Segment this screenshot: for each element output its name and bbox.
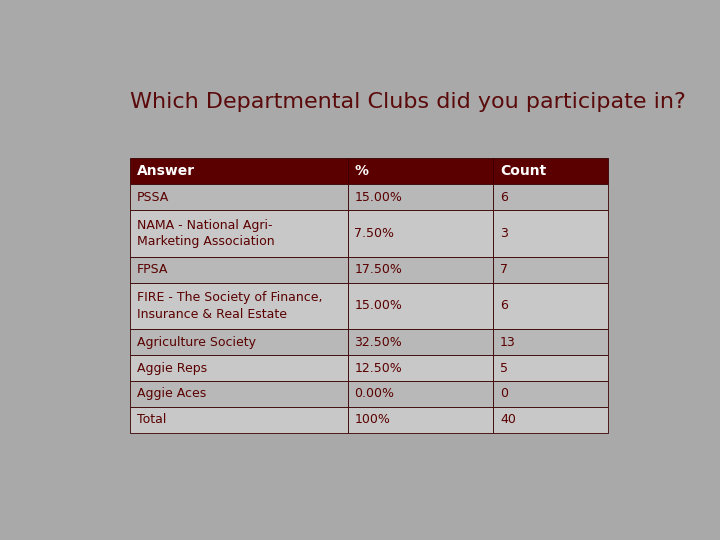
FancyBboxPatch shape [348,329,493,355]
FancyBboxPatch shape [130,210,348,256]
Text: Aggie Reps: Aggie Reps [137,362,207,375]
Text: Count: Count [500,164,546,178]
FancyBboxPatch shape [348,355,493,381]
Text: Which Departmental Clubs did you participate in?: Which Departmental Clubs did you partici… [130,92,686,112]
FancyBboxPatch shape [348,210,493,256]
FancyBboxPatch shape [348,256,493,282]
FancyBboxPatch shape [130,329,348,355]
FancyBboxPatch shape [493,355,608,381]
FancyBboxPatch shape [130,407,348,433]
Text: 6: 6 [500,191,508,204]
FancyBboxPatch shape [348,184,493,210]
Text: 40: 40 [500,413,516,427]
Text: 15.00%: 15.00% [354,191,402,204]
FancyBboxPatch shape [348,158,493,184]
FancyBboxPatch shape [130,158,348,184]
FancyBboxPatch shape [348,407,493,433]
Text: Agriculture Society: Agriculture Society [137,336,256,349]
Text: 7.50%: 7.50% [354,227,395,240]
Text: 13: 13 [500,336,516,349]
Text: FIRE - The Society of Finance,
Insurance & Real Estate: FIRE - The Society of Finance, Insurance… [137,291,323,321]
FancyBboxPatch shape [130,381,348,407]
Text: 17.50%: 17.50% [354,263,402,276]
Text: Answer: Answer [137,164,195,178]
Text: 12.50%: 12.50% [354,362,402,375]
FancyBboxPatch shape [493,210,608,256]
Text: 5: 5 [500,362,508,375]
FancyBboxPatch shape [130,282,348,329]
Text: 100%: 100% [354,413,390,427]
FancyBboxPatch shape [348,381,493,407]
Text: 32.50%: 32.50% [354,336,402,349]
Text: NAMA - National Agri-
Marketing Association: NAMA - National Agri- Marketing Associat… [137,219,274,248]
Text: Total: Total [137,413,166,427]
FancyBboxPatch shape [493,381,608,407]
FancyBboxPatch shape [493,184,608,210]
FancyBboxPatch shape [130,184,348,210]
Text: 0: 0 [500,387,508,401]
FancyBboxPatch shape [493,256,608,282]
Text: 3: 3 [500,227,508,240]
Text: %: % [354,164,368,178]
Text: 7: 7 [500,263,508,276]
FancyBboxPatch shape [493,282,608,329]
FancyBboxPatch shape [493,407,608,433]
Text: FPSA: FPSA [137,263,168,276]
FancyBboxPatch shape [130,355,348,381]
Text: Aggie Aces: Aggie Aces [137,387,206,401]
FancyBboxPatch shape [348,282,493,329]
FancyBboxPatch shape [493,329,608,355]
Text: PSSA: PSSA [137,191,169,204]
FancyBboxPatch shape [130,256,348,282]
Text: 15.00%: 15.00% [354,299,402,313]
FancyBboxPatch shape [493,158,608,184]
Text: 6: 6 [500,299,508,313]
Text: 0.00%: 0.00% [354,387,395,401]
